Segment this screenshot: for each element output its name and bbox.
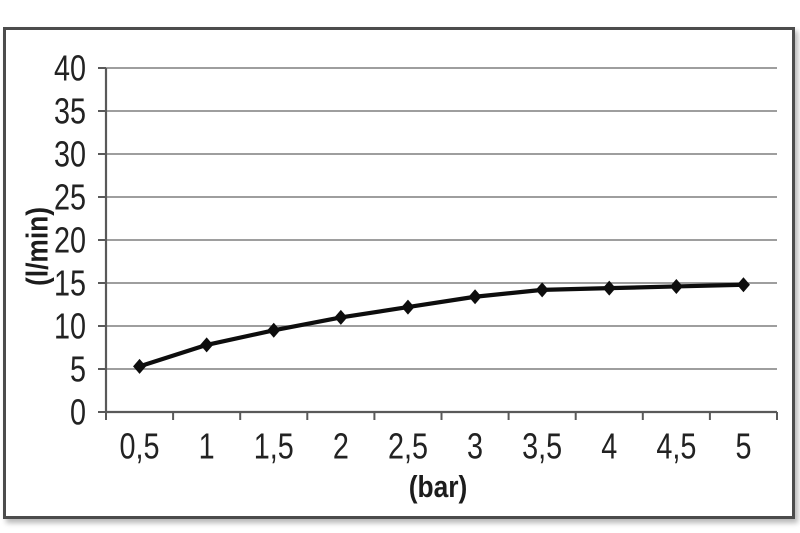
x-tick-label: 3 [467,425,483,466]
data-point-marker [602,280,616,296]
x-tick-label: 2 [333,425,349,466]
x-tick-label: 4 [601,425,617,466]
data-point-marker [736,277,750,293]
y-tick-label: 20 [54,219,86,260]
data-point-marker [200,337,214,353]
y-tick-label: 30 [54,133,86,174]
x-tick-label: 3,5 [522,425,562,466]
y-axis-title: (l/min) [19,206,55,287]
data-point-marker [267,322,281,338]
chart-frame [3,27,795,519]
x-tick-label: 1 [199,425,215,466]
data-point-marker [133,358,147,374]
y-tick-label: 15 [54,262,86,303]
x-tick-label: 0,5 [120,425,160,466]
data-point-marker [669,278,683,294]
axes-group [98,67,778,420]
x-tick-label: 5 [735,425,751,466]
series-group [133,277,750,374]
gridlines-group [106,67,777,370]
x-tick-label: 4,5 [656,425,696,466]
data-point-marker [535,282,549,298]
x-axis-title: (bar) [408,469,468,504]
y-tick-label: 0 [70,391,86,432]
data-point-marker [401,299,415,315]
data-point-marker [334,309,348,325]
y-tick-label: 5 [70,348,86,389]
x-tick-label: 2,5 [388,425,428,466]
y-tick-label: 35 [54,90,86,131]
y-tick-label: 25 [54,176,86,217]
y-tick-label: 40 [54,47,86,88]
y-tick-label: 10 [54,305,86,346]
series-line [137,282,746,369]
x-tick-label: 1,5 [254,425,294,466]
data-point-marker [468,289,482,305]
